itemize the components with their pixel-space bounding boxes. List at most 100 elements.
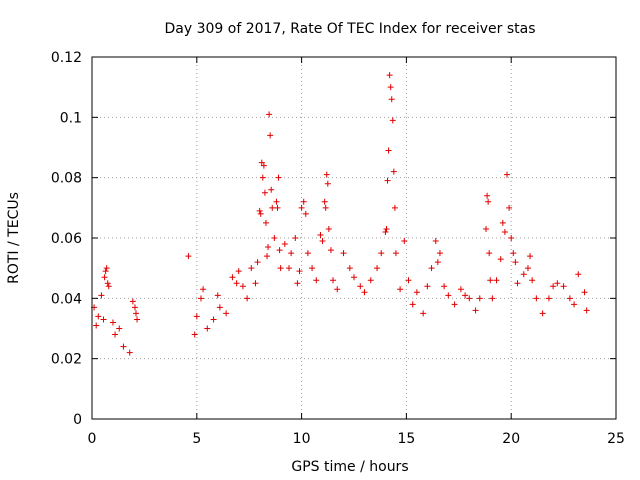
data-point xyxy=(392,250,399,257)
data-point xyxy=(413,289,420,296)
data-point xyxy=(508,235,515,241)
data-point xyxy=(210,316,217,323)
x-axis-label: GPS time / hours xyxy=(291,459,408,475)
data-point xyxy=(260,162,267,169)
data-point xyxy=(100,316,107,323)
data-point xyxy=(319,238,326,245)
data-point xyxy=(361,289,368,296)
data-point xyxy=(527,253,534,260)
data-point xyxy=(506,204,513,211)
data-point xyxy=(486,250,493,257)
data-point xyxy=(424,283,431,290)
data-point xyxy=(357,283,364,290)
data-point xyxy=(457,286,464,293)
data-point xyxy=(346,265,353,272)
data-point xyxy=(499,219,506,226)
data-point xyxy=(504,171,511,178)
data-point xyxy=(436,250,443,257)
x-tick-label: 10 xyxy=(293,431,311,447)
data-point xyxy=(581,289,588,296)
data-point xyxy=(252,280,259,287)
data-point xyxy=(322,204,329,211)
y-axis-label: ROTI / TECUs xyxy=(6,192,22,284)
data-point xyxy=(571,301,578,308)
data-point xyxy=(185,253,192,260)
data-point xyxy=(286,265,293,272)
y-tick-label: 0.12 xyxy=(51,50,82,66)
data-point xyxy=(388,96,395,103)
data-point xyxy=(281,241,288,248)
data-point xyxy=(261,189,268,196)
data-point xyxy=(420,310,427,317)
data-point xyxy=(367,277,374,284)
data-point xyxy=(129,298,136,305)
data-point xyxy=(514,280,521,287)
data-point xyxy=(104,280,111,287)
y-tick-label: 0.1 xyxy=(60,110,82,126)
data-point xyxy=(103,265,110,272)
data-point xyxy=(101,274,108,281)
data-point xyxy=(200,286,207,293)
data-point xyxy=(109,319,116,326)
x-tick-label: 20 xyxy=(502,431,520,447)
data-point xyxy=(309,265,316,272)
grid-lines xyxy=(92,57,616,419)
data-point xyxy=(204,325,211,332)
data-point xyxy=(294,280,301,287)
data-point xyxy=(401,238,408,245)
data-point xyxy=(390,168,397,175)
data-point xyxy=(554,280,561,287)
data-point xyxy=(405,277,412,284)
data-point xyxy=(432,238,439,245)
data-point xyxy=(389,117,396,124)
data-point xyxy=(483,225,490,232)
data-point xyxy=(268,186,275,193)
data-point xyxy=(391,204,398,211)
data-point xyxy=(275,174,282,181)
data-point xyxy=(575,271,582,278)
data-point xyxy=(269,204,276,211)
data-point xyxy=(271,235,278,241)
data-point xyxy=(277,265,284,272)
data-point xyxy=(374,265,381,272)
data-point xyxy=(214,292,221,299)
data-point xyxy=(385,147,392,154)
data-point xyxy=(112,331,119,338)
data-point xyxy=(274,204,281,211)
data-point xyxy=(383,225,390,232)
data-point xyxy=(382,228,389,235)
axis-ticks: 0 5 10 15 20 25 0 0.02 0.04 0.06 0.08 0.1 0.12 xyxy=(51,50,625,447)
data-point xyxy=(434,259,441,266)
data-point xyxy=(325,225,332,232)
data-point xyxy=(93,322,100,329)
data-point xyxy=(497,256,504,263)
data-point xyxy=(476,295,483,302)
data-point xyxy=(191,331,198,338)
data-point xyxy=(116,325,123,332)
data-point xyxy=(259,174,266,181)
data-point xyxy=(524,265,531,272)
data-point xyxy=(387,84,394,91)
data-point xyxy=(386,72,393,79)
data-point xyxy=(223,310,230,317)
data-point xyxy=(229,274,236,281)
data-point xyxy=(197,295,204,302)
data-point xyxy=(304,250,311,257)
y-tick-label: 0.02 xyxy=(51,352,82,368)
data-point xyxy=(323,171,330,178)
data-markers xyxy=(91,72,590,356)
data-point xyxy=(254,259,261,266)
data-point xyxy=(545,295,552,302)
data-point xyxy=(95,313,102,320)
data-point xyxy=(501,228,508,235)
data-point xyxy=(288,250,295,257)
data-point xyxy=(248,265,255,272)
data-point xyxy=(321,198,328,205)
data-point xyxy=(445,292,452,299)
data-point xyxy=(484,192,491,199)
data-point xyxy=(550,283,557,290)
plot-frame xyxy=(91,56,617,420)
y-tick-label: 0.06 xyxy=(51,231,82,247)
data-point xyxy=(330,277,337,284)
